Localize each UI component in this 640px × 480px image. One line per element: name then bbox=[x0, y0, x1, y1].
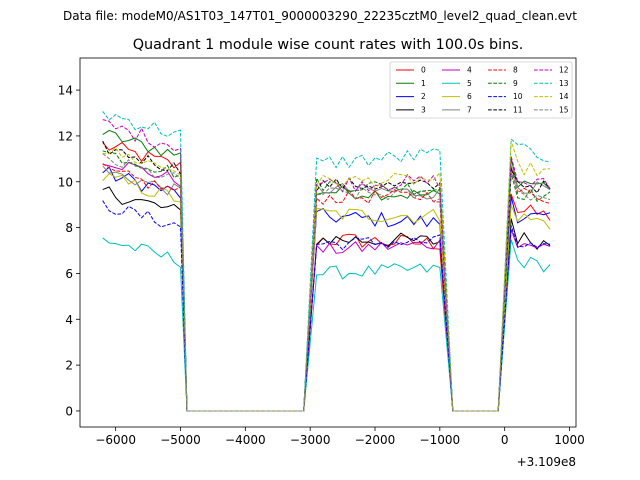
series-13-line bbox=[102, 111, 551, 412]
y-tick-label: 14 bbox=[58, 84, 73, 98]
series-layer bbox=[102, 111, 551, 412]
legend-label-2: 2 bbox=[421, 92, 426, 101]
y-tick-label: 8 bbox=[65, 221, 73, 235]
series-0-line bbox=[102, 141, 551, 412]
legend-label-8: 8 bbox=[513, 66, 518, 75]
legend-label-9: 9 bbox=[513, 79, 518, 88]
legend-label-0: 0 bbox=[421, 66, 426, 75]
series-3-line bbox=[102, 186, 551, 412]
x-tick-label: −2000 bbox=[355, 433, 396, 447]
series-10-line bbox=[102, 200, 551, 412]
legend-label-3: 3 bbox=[421, 105, 426, 114]
x-tick-label: 0 bbox=[501, 433, 509, 447]
series-6-line bbox=[102, 173, 551, 412]
legend-label-4: 4 bbox=[467, 66, 472, 75]
x-axis: −6000 −5000 −4000 −3000 −2000 −1000 0 1000 bbox=[95, 427, 585, 447]
y-tick-label: 10 bbox=[58, 175, 73, 189]
x-tick-label: −5000 bbox=[160, 433, 201, 447]
series-15-line bbox=[102, 153, 551, 412]
y-tick-label: 2 bbox=[65, 359, 73, 373]
legend-label-7: 7 bbox=[467, 105, 472, 114]
series-8-line bbox=[102, 163, 551, 412]
x-tick-label: −1000 bbox=[420, 433, 461, 447]
legend-label-1: 1 bbox=[421, 79, 426, 88]
plot-area: −6000 −5000 −4000 −3000 −2000 −1000 0 1000 0 2 4 6… bbox=[58, 57, 585, 469]
series-12-line bbox=[102, 119, 551, 412]
legend-label-11: 11 bbox=[513, 105, 523, 114]
y-axis: 0 2 4 6 8 10 12 14 bbox=[58, 84, 80, 418]
y-tick-label: 12 bbox=[58, 129, 73, 143]
legend-label-10: 10 bbox=[513, 92, 523, 101]
x-tick-label: −4000 bbox=[225, 433, 266, 447]
x-tick-label: 1000 bbox=[554, 433, 585, 447]
y-tick-label: 0 bbox=[65, 404, 73, 418]
series-5-line bbox=[102, 237, 551, 412]
series-2-line bbox=[102, 166, 551, 412]
legend-label-14: 14 bbox=[559, 92, 569, 101]
legend-label-12: 12 bbox=[559, 66, 569, 75]
chart-title: Quadrant 1 module wise count rates with … bbox=[133, 37, 524, 53]
legend-label-5: 5 bbox=[467, 79, 472, 88]
y-tick-label: 6 bbox=[65, 267, 73, 281]
x-axis-offset-label: +3.109e8 bbox=[517, 455, 576, 469]
series-11-line bbox=[102, 140, 551, 412]
x-tick-label: −3000 bbox=[290, 433, 331, 447]
x-tick-label: −6000 bbox=[95, 433, 136, 447]
legend-label-13: 13 bbox=[559, 79, 569, 88]
y-tick-label: 4 bbox=[65, 313, 73, 327]
series-7-line bbox=[102, 165, 551, 412]
figure-suptitle: Data file: modeM0/AS1T03_147T01_90000032… bbox=[63, 9, 577, 23]
legend-label-6: 6 bbox=[467, 92, 472, 101]
series-9-line bbox=[102, 150, 551, 412]
plot-frame bbox=[79, 57, 577, 428]
legend-box bbox=[389, 61, 573, 119]
legend-label-15: 15 bbox=[559, 105, 569, 114]
